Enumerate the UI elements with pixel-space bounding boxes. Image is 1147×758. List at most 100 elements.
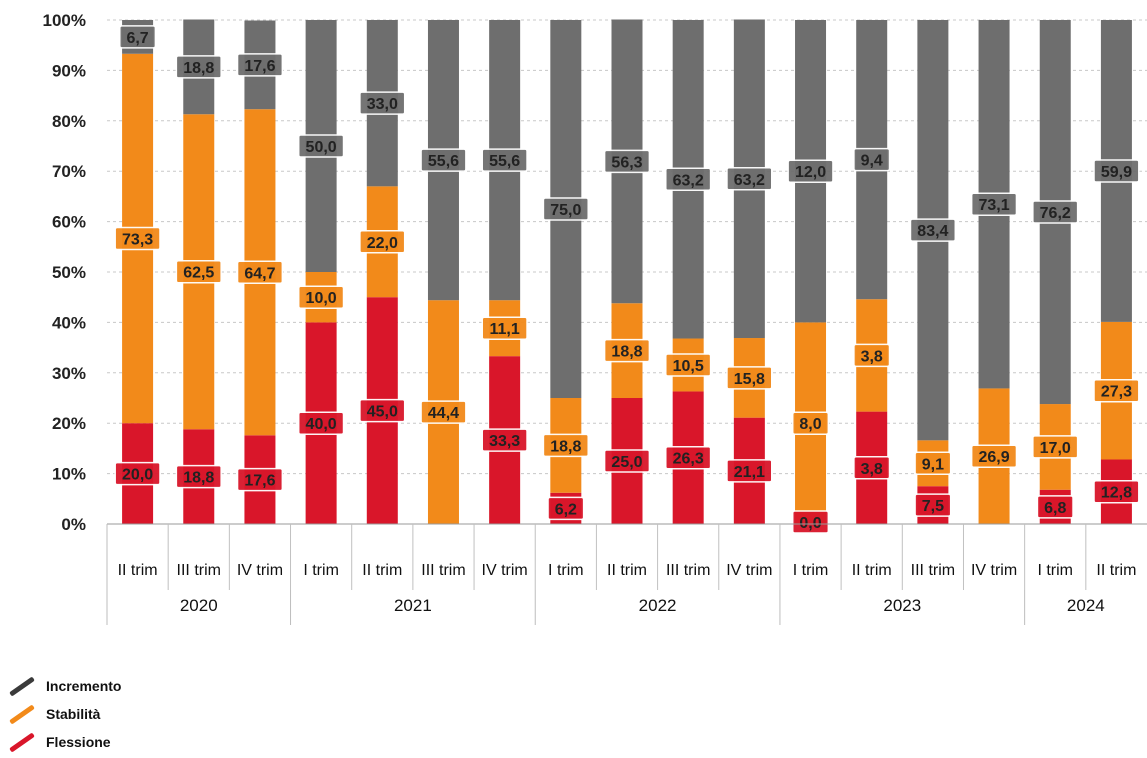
data-label-box: [853, 147, 891, 172]
y-tick-label: 80%: [52, 112, 86, 131]
data-label-box: [603, 338, 651, 363]
data-label-box: [236, 53, 284, 77]
data-label-box: [909, 218, 957, 242]
legend-swatch-icon: [9, 675, 35, 697]
data-label-box: [1032, 200, 1079, 224]
data-label-box: [726, 167, 773, 191]
data-label: 18,8: [183, 470, 214, 487]
data-label: 12,0: [795, 164, 826, 181]
data-label: 26,9: [978, 449, 1009, 466]
data-label-box: [175, 55, 222, 79]
data-label-box: [175, 464, 222, 489]
y-tick-label: 0%: [61, 515, 86, 534]
chart-legend: Incremento Stabilità Flessione: [8, 672, 121, 756]
x-category-label: II trim: [362, 562, 402, 579]
data-label-box: [665, 445, 712, 470]
data-label: 44,4: [428, 405, 459, 422]
data-label: 26,3: [673, 451, 704, 468]
data-label: 33,0: [367, 96, 398, 113]
data-label: 7,5: [922, 498, 944, 515]
x-category-label: III trim: [177, 562, 221, 579]
data-label-box: [726, 459, 773, 483]
legend-swatch-icon: [9, 703, 35, 725]
legend-item: Incremento: [8, 672, 121, 700]
data-label-box: [853, 456, 891, 480]
data-label-box: [114, 461, 161, 486]
data-label: 27,3: [1101, 384, 1132, 401]
data-label-box: [914, 493, 952, 517]
x-group-label: 2020: [180, 596, 218, 615]
x-category-label: II trim: [607, 562, 647, 579]
data-label: 33,3: [489, 433, 520, 450]
data-label-box: [726, 366, 773, 390]
data-label-box: [1036, 495, 1074, 519]
data-label: 9,4: [861, 153, 883, 170]
data-label-box: [481, 148, 528, 172]
data-label: 55,6: [489, 153, 520, 170]
y-tick-label: 30%: [52, 364, 86, 383]
data-label-box: [791, 510, 830, 534]
y-tick-label: 40%: [52, 313, 86, 332]
y-tick-label: 50%: [52, 263, 86, 282]
data-label: 17,6: [244, 473, 275, 490]
y-tick-label: 100%: [43, 11, 86, 30]
legend-swatch-icon: [9, 731, 35, 753]
data-label: 15,8: [734, 371, 765, 388]
data-label: 18,8: [183, 60, 214, 77]
data-label: 20,0: [122, 467, 153, 484]
data-label-box: [297, 134, 345, 158]
data-label: 40,0: [306, 416, 337, 433]
x-category-label: II trim: [852, 562, 892, 579]
x-category-label: III trim: [421, 562, 465, 579]
legend-label: Stabilità: [46, 706, 101, 722]
data-label: 17,0: [1040, 440, 1071, 457]
data-label: 10,5: [673, 358, 704, 375]
data-label-box: [420, 148, 467, 172]
data-label: 12,8: [1101, 485, 1132, 502]
data-label-box: [542, 433, 589, 458]
data-label: 76,2: [1040, 205, 1071, 222]
data-label: 22,0: [367, 235, 398, 252]
data-label-box: [1093, 378, 1140, 403]
data-label: 59,9: [1101, 164, 1132, 181]
x-category-label: I trim: [303, 562, 339, 579]
data-label: 3,8: [861, 348, 883, 365]
data-label: 55,6: [428, 153, 459, 170]
data-label: 10,0: [306, 290, 337, 307]
data-label: 50,0: [306, 139, 337, 156]
x-category-label: III trim: [911, 562, 955, 579]
data-label: 25,0: [611, 454, 642, 471]
data-label: 56,3: [611, 154, 642, 171]
data-label: 18,8: [550, 438, 581, 455]
data-label-box: [914, 451, 952, 476]
x-category-label: I trim: [793, 562, 829, 579]
data-label-box: [970, 444, 1018, 468]
y-tick-label: 70%: [52, 162, 86, 181]
data-label: 45,0: [367, 404, 398, 421]
data-label: 8,0: [799, 416, 821, 433]
x-category-label: IV trim: [482, 562, 528, 579]
data-label: 63,2: [734, 172, 765, 189]
data-label-box: [970, 192, 1018, 216]
data-label: 73,1: [978, 197, 1009, 214]
data-label-box: [175, 259, 222, 284]
data-label-box: [481, 316, 528, 340]
x-category-label: II trim: [118, 562, 158, 579]
data-label: 75,0: [550, 202, 581, 219]
data-label-box: [787, 159, 834, 183]
data-label-box: [603, 149, 651, 174]
y-tick-label: 90%: [52, 61, 86, 80]
y-tick-label: 20%: [52, 414, 86, 433]
data-label-box: [297, 285, 345, 309]
x-category-label: IV trim: [237, 562, 283, 579]
data-label-box: [1032, 435, 1079, 459]
legend-label: Incremento: [46, 678, 122, 694]
x-category-label: II trim: [1096, 562, 1136, 579]
x-group-label: 2022: [639, 596, 677, 615]
data-label-box: [853, 343, 891, 368]
data-label-box: [420, 400, 467, 424]
data-label: 83,4: [917, 223, 948, 240]
data-label-box: [665, 353, 712, 377]
data-label-box: [119, 25, 157, 49]
data-label: 64,7: [244, 265, 275, 282]
